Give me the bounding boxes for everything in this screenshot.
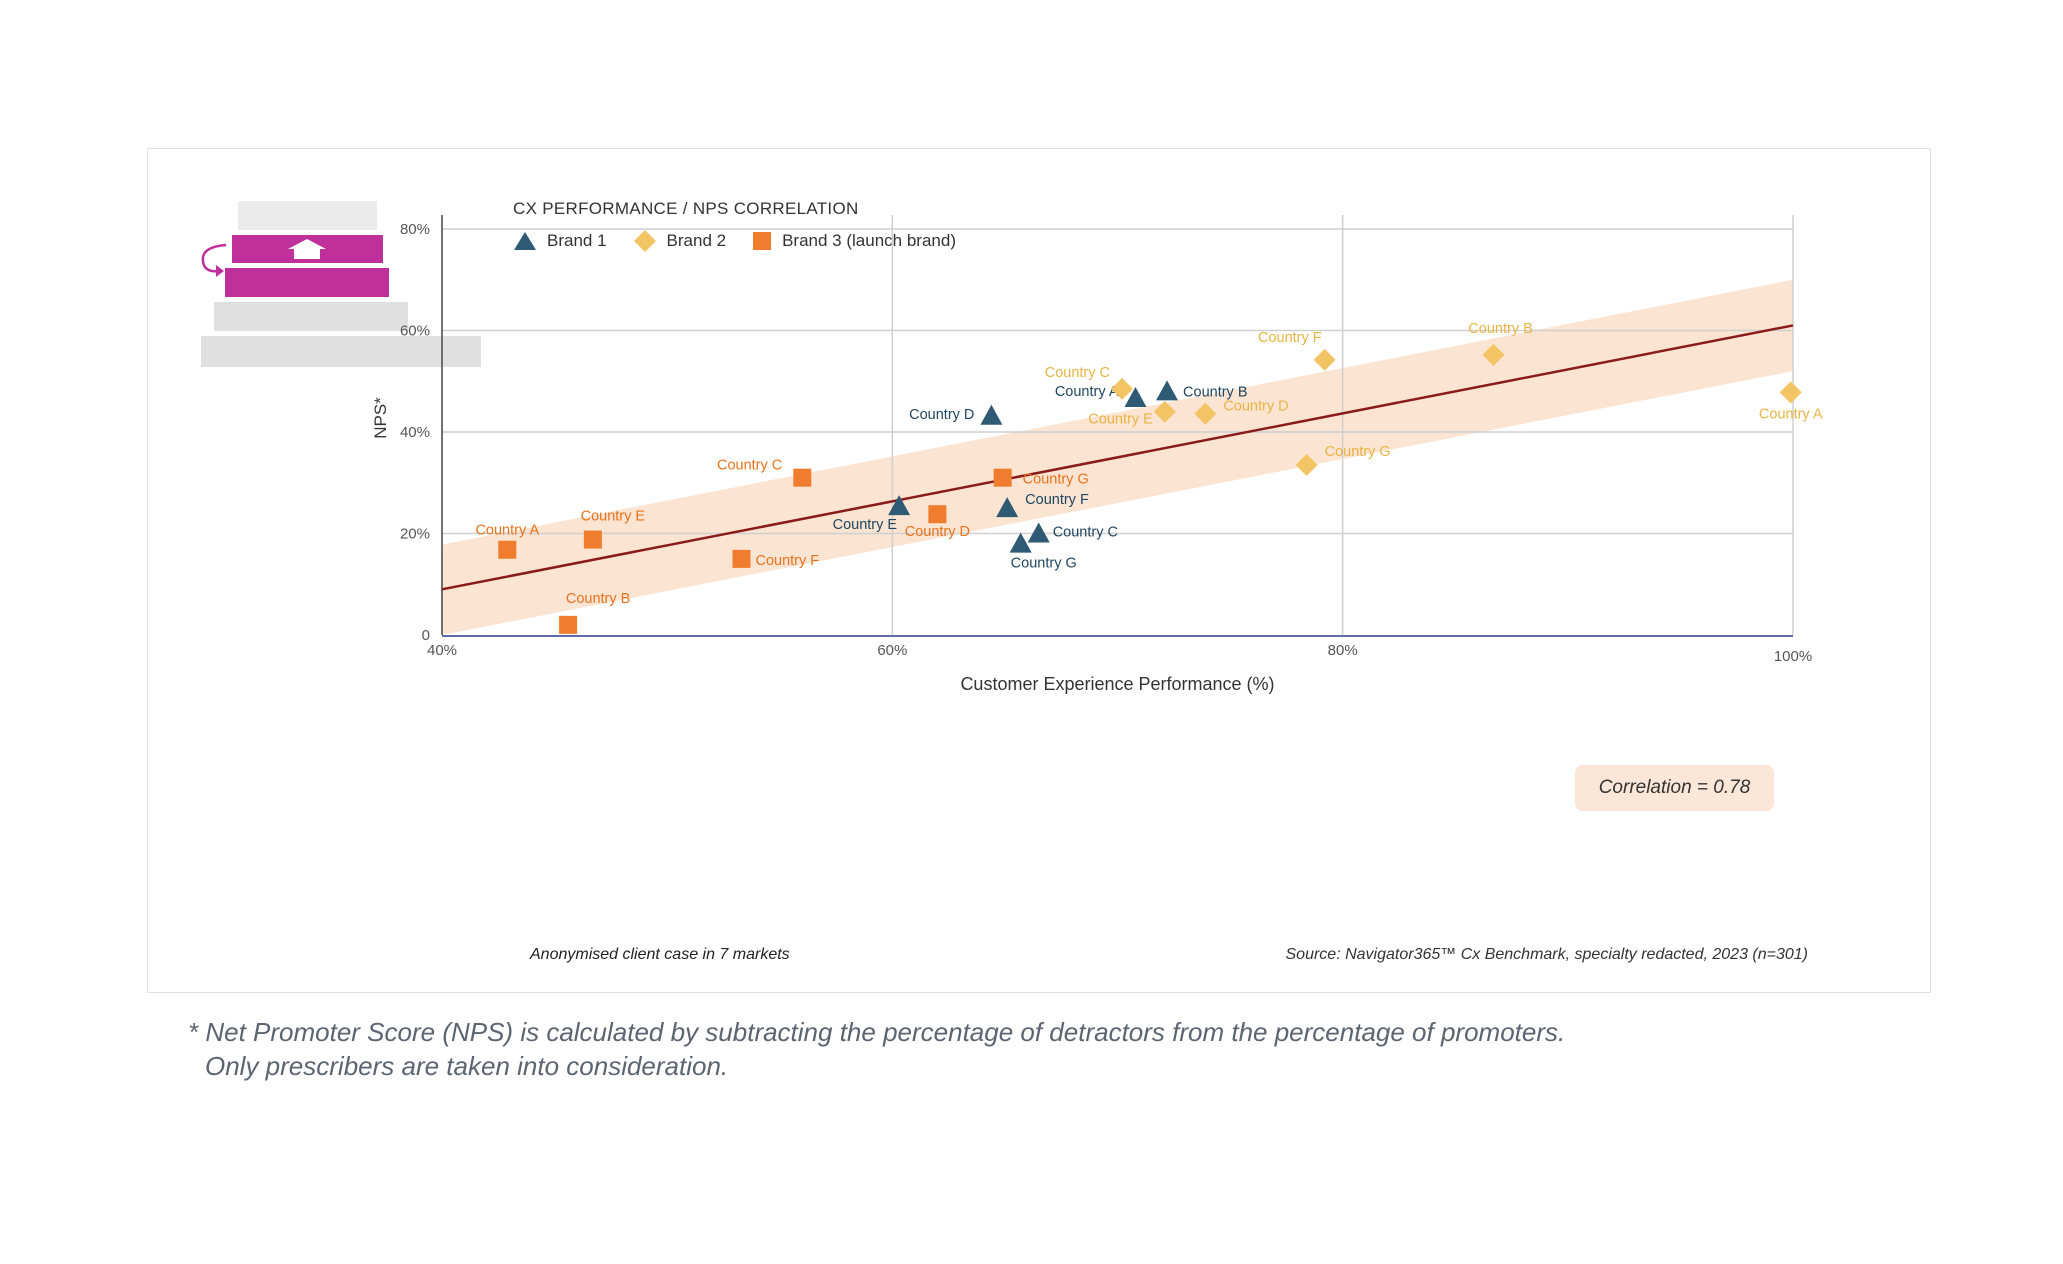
legend-brand-2: Brand 2 [633, 229, 727, 253]
diamond-marker-icon [633, 230, 656, 252]
footnote-line-1: * Net Promoter Score (NPS) is calculated… [188, 1017, 1566, 1047]
diamond-marker [1111, 377, 1134, 400]
point-label: Country F [755, 553, 819, 569]
point-label: Country C [1053, 525, 1118, 541]
point-label: Country G [1011, 556, 1077, 572]
point-label: Country D [909, 407, 974, 423]
triangle-marker [1027, 522, 1050, 543]
square-marker [793, 468, 812, 487]
point-label: Country F [1025, 492, 1089, 508]
x-tick-label: 60% [877, 642, 907, 659]
stacked-steps-up-arrow-icon [201, 201, 481, 367]
point-label: Country A [1055, 384, 1119, 400]
point-label: Country C [717, 458, 782, 474]
correlation-annotation: Correlation = 0.78 [1575, 765, 1774, 811]
square-marker [928, 505, 947, 524]
square-marker [498, 540, 517, 559]
scatter-plot: 0 20% 40% 60% 80% 40% 60% 80% 100% Customer Exper… [371, 215, 1823, 694]
diamond-marker [1194, 402, 1217, 425]
point-label: Country A [475, 523, 539, 539]
legend-label: Brand 3 (launch brand) [782, 231, 956, 250]
point-label: Country D [1223, 399, 1288, 415]
x-axis-label: Customer Experience Performance (%) [960, 674, 1274, 694]
legend-brand-1: Brand 1 [513, 230, 607, 252]
square-marker [732, 549, 751, 568]
legend-label: Brand 2 [666, 231, 727, 250]
diamond-marker [1779, 381, 1802, 404]
square-marker [559, 615, 578, 634]
chart-title: CX PERFORMANCE / NPS CORRELATION [513, 199, 859, 218]
point-label: Country B [1468, 321, 1532, 337]
y-tick-label: 60% [400, 323, 430, 340]
legend-brand-3: Brand 3 (launch brand) [752, 231, 956, 251]
triangle-marker [996, 497, 1019, 518]
triangle-marker [1009, 532, 1032, 553]
diamond-marker [1313, 348, 1336, 371]
triangle-marker [1156, 380, 1179, 401]
footnote-line-2: Only prescribers are taken into consider… [205, 1051, 729, 1081]
chart-legend: Brand 1 Brand 2 Brand 3 (launch brand) [513, 229, 956, 253]
triangle-marker-icon [514, 232, 536, 250]
legend-label: Brand 1 [547, 231, 607, 250]
y-tick-label: 0 [422, 627, 430, 644]
square-marker [993, 468, 1012, 487]
point-label: Country E [581, 509, 646, 525]
x-tick-label: 100% [1774, 648, 1812, 665]
point-label: Country A [1759, 406, 1823, 422]
diamond-marker [1295, 453, 1318, 476]
y-axis-label: NPS* [371, 397, 390, 439]
diamond-marker [1482, 343, 1505, 366]
y-tick-label: 20% [400, 526, 430, 543]
point-label: Country D [905, 524, 970, 540]
caption-left: Anonymised client case in 7 markets [530, 946, 790, 963]
square-marker [583, 530, 602, 549]
point-label: Country B [566, 591, 630, 607]
trendline [441, 324, 1794, 591]
y-tick-label: 40% [400, 424, 430, 441]
point-label: Country G [1023, 472, 1089, 488]
source-caption: Source: Navigator365™ Cx Benchmark, spec… [1285, 946, 1809, 963]
y-tick-label: 80% [400, 221, 430, 238]
triangle-marker [980, 404, 1003, 425]
point-label: Country C [1045, 365, 1110, 381]
x-tick-label: 80% [1328, 642, 1358, 659]
square-marker-icon [753, 232, 772, 250]
x-tick-label: 40% [427, 642, 457, 659]
point-label: Country E [833, 517, 898, 533]
point-label: Country G [1325, 444, 1391, 460]
diamond-marker [1153, 400, 1176, 423]
point-label: Country E [1088, 412, 1153, 428]
point-label: Country B [1183, 384, 1247, 400]
triangle-marker [888, 495, 911, 516]
chart-card: CX PERFORMANCE / NPS CORRELATION Brand 1… [147, 148, 1931, 993]
footnote: * Net Promoter Score (NPS) is calculated… [188, 1015, 1565, 1083]
point-label: Country F [1258, 330, 1322, 346]
triangle-marker [1124, 387, 1147, 408]
